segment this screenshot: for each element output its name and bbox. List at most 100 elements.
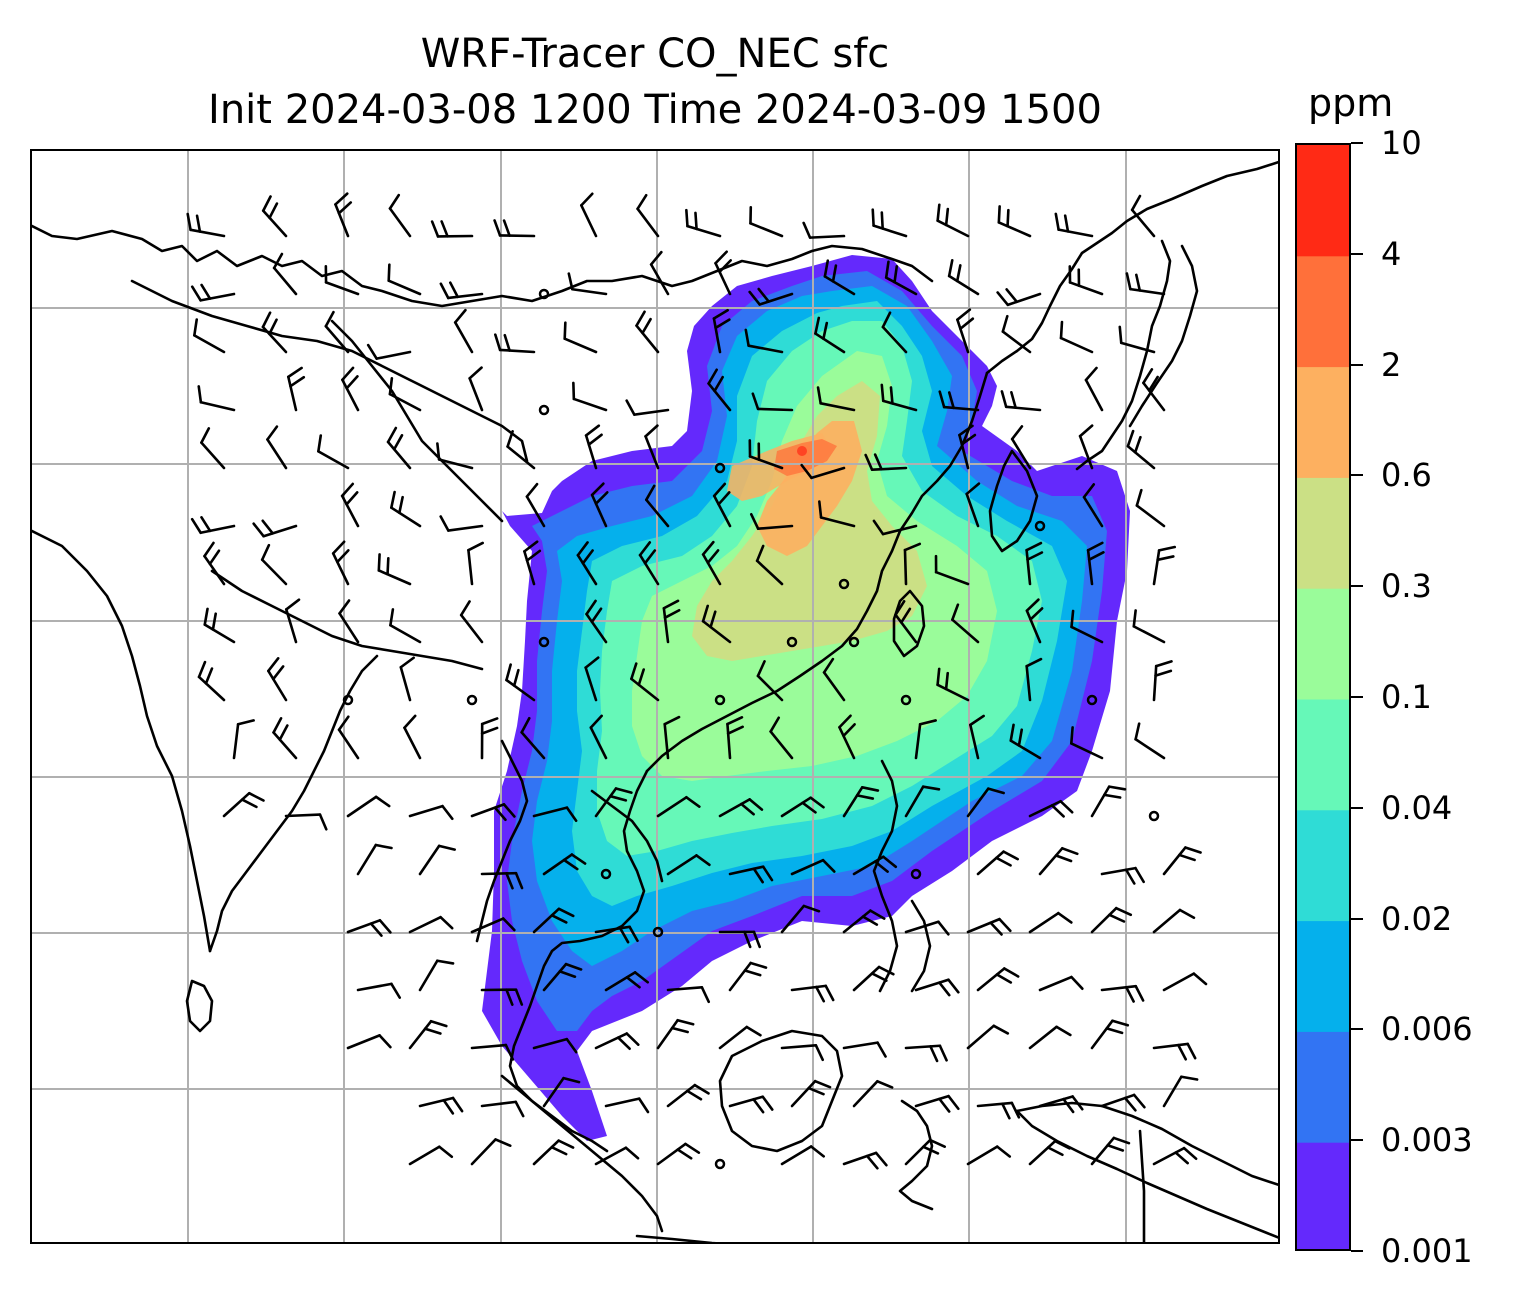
wind-barb bbox=[387, 263, 422, 296]
tracer-concentration-field bbox=[482, 255, 1130, 1141]
coastline-segment bbox=[1015, 1101, 1278, 1187]
wind-barb bbox=[666, 1083, 710, 1108]
wind-barb bbox=[997, 205, 1032, 238]
wind-barb bbox=[1090, 1019, 1130, 1050]
wind-barb bbox=[718, 1025, 762, 1050]
colorbar-tick bbox=[1351, 917, 1363, 920]
calm-wind-marker bbox=[848, 636, 860, 648]
wind-barb bbox=[480, 717, 499, 760]
wind-barb bbox=[589, 714, 608, 760]
wind-barb bbox=[200, 427, 226, 470]
wind-barb bbox=[232, 719, 255, 760]
wind-barb bbox=[197, 660, 226, 702]
wind-barb bbox=[356, 982, 402, 999]
coastline-segment bbox=[1128, 244, 1199, 428]
wind-barb bbox=[814, 316, 846, 354]
wind-barb bbox=[197, 385, 236, 412]
coastline-segment bbox=[1138, 1129, 1146, 1242]
colorbar-band-1 bbox=[1297, 1031, 1349, 1143]
wind-barb bbox=[1152, 1146, 1198, 1166]
colorbar-tick-label: 10 bbox=[1381, 124, 1422, 162]
wind-barb bbox=[1152, 545, 1177, 586]
wind-barb bbox=[480, 988, 524, 1006]
plume-band-4 bbox=[797, 446, 807, 456]
wind-barb bbox=[1038, 1095, 1084, 1114]
coastline-segment bbox=[1075, 239, 1172, 471]
wind-barb bbox=[644, 424, 660, 470]
wind-barb bbox=[852, 855, 898, 876]
map-title-line1: WRF-Tracer CO_NEC sfc bbox=[420, 31, 890, 77]
wind-barb bbox=[506, 430, 536, 470]
wind-barb bbox=[880, 383, 918, 412]
wind-barb bbox=[936, 667, 970, 702]
wind-barb bbox=[630, 662, 660, 702]
coastline-segment bbox=[985, 160, 1278, 375]
colorbar-tick bbox=[1351, 585, 1363, 588]
wind-barb bbox=[904, 1138, 946, 1166]
wind-barb bbox=[470, 1138, 512, 1166]
wind-barb bbox=[1162, 846, 1202, 876]
colorbar-band-2 bbox=[1297, 920, 1349, 1032]
wind-barb bbox=[542, 962, 583, 992]
wind-barb bbox=[346, 919, 392, 937]
colorbar-tick-labels: 0.001 0.003 0.006 0.02 0.04 0.1 0.3 0.6 2 4 10 bbox=[1351, 127, 1521, 1267]
wind-barb bbox=[418, 844, 456, 876]
coastline-segment bbox=[475, 739, 529, 943]
wind-barb bbox=[399, 656, 415, 702]
wind-barb bbox=[701, 604, 732, 644]
coastline-segment bbox=[898, 1099, 934, 1211]
wind-barb bbox=[594, 925, 639, 944]
wind-barb bbox=[714, 250, 733, 296]
wind-barb bbox=[340, 482, 360, 528]
calm-wind-marker bbox=[538, 636, 550, 648]
wind-barb bbox=[338, 599, 360, 644]
wind-barb bbox=[947, 259, 980, 296]
wind-barb bbox=[884, 260, 918, 296]
wind-barb bbox=[284, 598, 301, 644]
colorbar-unit-label: ppm bbox=[1308, 81, 1394, 125]
wind-barb bbox=[584, 656, 600, 702]
coastline-segment bbox=[210, 569, 484, 671]
wind-barb bbox=[480, 1100, 525, 1118]
wind-barb bbox=[1152, 660, 1173, 702]
wind-barb bbox=[1130, 194, 1156, 238]
wind-barb bbox=[287, 366, 306, 412]
wind-barb bbox=[1134, 722, 1166, 760]
wind-barb bbox=[418, 959, 455, 992]
wind-barb bbox=[636, 193, 660, 238]
wind-barb bbox=[638, 541, 660, 586]
wind-barb bbox=[494, 333, 536, 354]
coastlines bbox=[32, 160, 1278, 1242]
wind-barb bbox=[1054, 212, 1094, 238]
wind-barb bbox=[542, 1076, 581, 1108]
wind-barb bbox=[649, 250, 670, 296]
wind-barb bbox=[756, 660, 784, 702]
wind-barb bbox=[780, 1145, 826, 1166]
coastline-segment bbox=[32, 529, 212, 953]
wind-barb bbox=[816, 386, 856, 412]
wind-barb bbox=[1100, 866, 1145, 885]
plume-band-0.6 bbox=[757, 421, 862, 556]
wind-barb bbox=[261, 311, 288, 354]
wind-barb bbox=[1070, 609, 1104, 644]
wind-barb bbox=[712, 482, 732, 528]
wind-barb bbox=[951, 603, 980, 644]
wind-barb bbox=[744, 328, 784, 354]
wind-barb bbox=[1100, 1093, 1146, 1112]
wind-barb bbox=[284, 813, 328, 831]
wind-barb bbox=[346, 795, 391, 818]
wind-barb bbox=[1028, 1139, 1071, 1166]
wind-barb bbox=[728, 865, 774, 884]
calm-wind-marker bbox=[652, 926, 664, 938]
wind-barb bbox=[852, 965, 895, 992]
coastline-segment bbox=[330, 319, 504, 523]
colorbar-band-9 bbox=[1297, 145, 1349, 257]
wind-barb bbox=[707, 368, 732, 412]
calm-wind-marker bbox=[600, 868, 612, 880]
wind-barb bbox=[266, 425, 288, 470]
wind-barb bbox=[1038, 975, 1084, 992]
wind-barb bbox=[956, 308, 975, 354]
coastline-segment bbox=[635, 1234, 717, 1242]
wind-barb bbox=[838, 714, 856, 760]
wind-barb bbox=[712, 308, 731, 354]
